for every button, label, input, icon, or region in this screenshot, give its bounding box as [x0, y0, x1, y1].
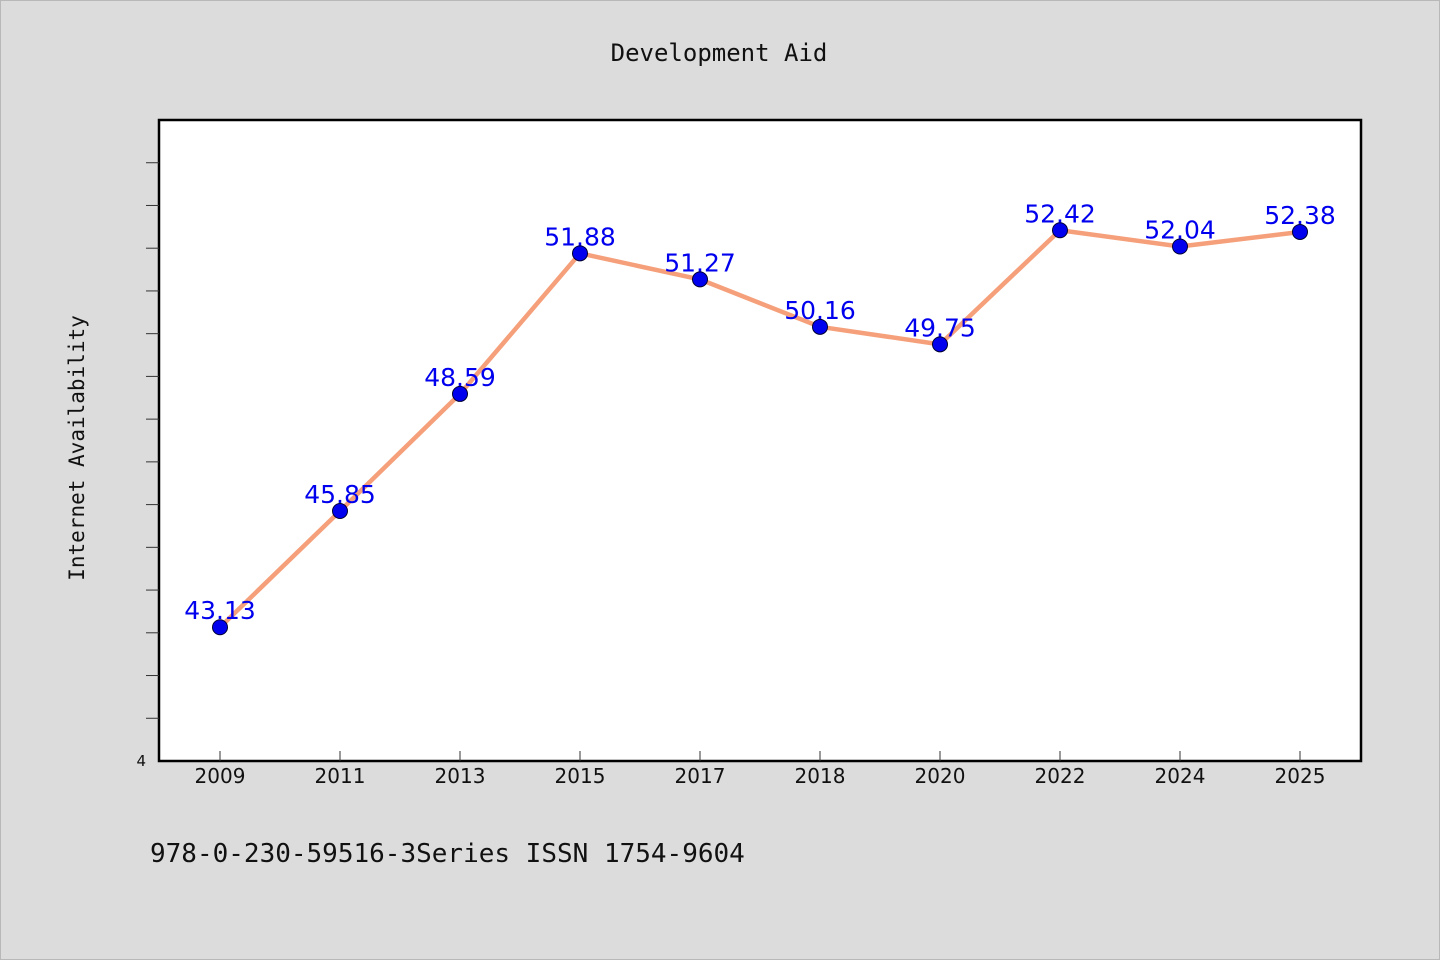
series-line — [217, 228, 1303, 630]
data-point — [812, 318, 828, 335]
data-point — [212, 619, 228, 636]
x-tick-label: 2013 — [435, 764, 486, 788]
data-point — [1052, 222, 1068, 239]
data-point — [932, 336, 948, 353]
series-lines — [217, 228, 1303, 630]
data-point — [572, 245, 588, 262]
data-point — [1292, 223, 1308, 240]
data-label: 52.04 — [1144, 215, 1216, 244]
data-labels: 43.13 45.85 48.59 51.88 51.27 50.16 49.75 52.42… — [184, 199, 1336, 625]
data-point — [1172, 238, 1188, 255]
x-tick-label: 2011 — [315, 764, 366, 788]
data-points — [212, 222, 1308, 636]
data-point — [332, 503, 348, 520]
footer-note: 978-0-230-59516-3Series ISSN 1754-9604 — [150, 839, 745, 869]
data-label: 51.27 — [664, 248, 736, 277]
data-label: 52.42 — [1024, 199, 1096, 228]
plot-area — [157, 118, 1363, 763]
chart-title: Development Aid — [611, 39, 828, 67]
data-label: 51.88 — [544, 222, 616, 251]
x-tick-label: 2015 — [555, 764, 606, 788]
y-axis-label: Internet Availability — [65, 315, 89, 581]
x-tick-label: 2024 — [1155, 764, 1206, 788]
data-point — [692, 271, 708, 288]
x-tick-label: 2018 — [795, 764, 846, 788]
data-point — [452, 385, 468, 402]
x-tick-label: 2009 — [195, 764, 246, 788]
data-label: 50.16 — [784, 296, 856, 325]
x-tick-label: 2022 — [1035, 764, 1086, 788]
x-tick-label: 2020 — [915, 764, 966, 788]
data-label: 52.38 — [1264, 201, 1336, 230]
x-tick-label: 2025 — [1275, 764, 1326, 788]
y-axis-ticks: 4 — [136, 162, 159, 770]
y-tick-label: 4 — [136, 752, 146, 770]
data-label: 49.75 — [904, 313, 976, 342]
x-axis-ticks: 2009 2011 2013 2015 2017 2018 2020 2022 2024 2025 — [195, 751, 1326, 788]
data-label: 43.13 — [184, 596, 256, 625]
data-label: 48.59 — [424, 363, 496, 392]
data-label: 45.85 — [304, 480, 376, 509]
x-tick-label: 2017 — [675, 764, 726, 788]
